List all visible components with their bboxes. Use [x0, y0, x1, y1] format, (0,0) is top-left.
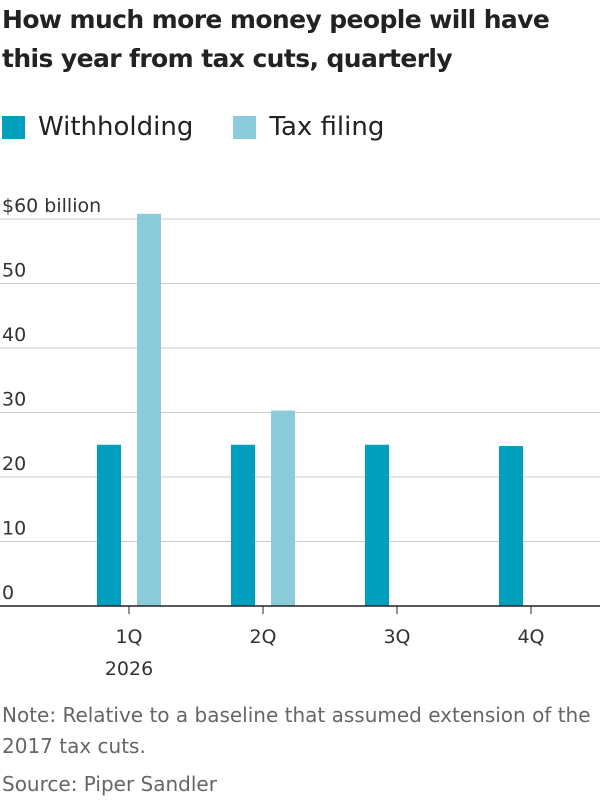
x-tick-label: 1Q: [115, 626, 142, 648]
chart-source: Source: Piper Sandler: [2, 772, 217, 796]
legend-label-withholding: Withholding: [38, 112, 194, 142]
chart-title: How much more money people will have thi…: [2, 5, 550, 73]
bar-chart: 0 10 20 30 40 50 $60 billion 1Q 2026 2Q 3Q 4Q: [0, 195, 600, 680]
legend-swatch-tax-filing: [233, 115, 257, 139]
y-tick-label: 10: [2, 518, 26, 540]
bar: [271, 410, 295, 606]
legend-item-withholding: Withholding: [2, 112, 193, 142]
x-tick-sublabel: 2026: [105, 658, 153, 680]
bar: [499, 446, 523, 606]
chart-note: Note: Relative to a baseline that assume…: [2, 703, 591, 758]
y-tick-label: 20: [2, 453, 26, 475]
bar: [97, 444, 121, 606]
legend: Withholding Tax filing: [2, 108, 424, 146]
x-tick-label: 4Q: [517, 626, 544, 648]
x-tick-label: 3Q: [383, 626, 410, 648]
y-tick-label: 0: [2, 582, 14, 604]
legend-swatch-withholding: [2, 115, 25, 139]
y-tick-label: $60 billion: [2, 195, 101, 217]
x-tick-label: 2Q: [249, 626, 276, 648]
y-tick-label: 50: [2, 260, 26, 282]
bar: [231, 444, 255, 606]
legend-item-tax-filing: Tax filing: [233, 112, 384, 142]
legend-label-tax-filing: Tax filing: [269, 112, 385, 142]
y-tick-label: 40: [2, 324, 26, 346]
bar: [137, 213, 161, 606]
y-tick-label: 30: [2, 389, 26, 411]
bar: [365, 444, 389, 606]
